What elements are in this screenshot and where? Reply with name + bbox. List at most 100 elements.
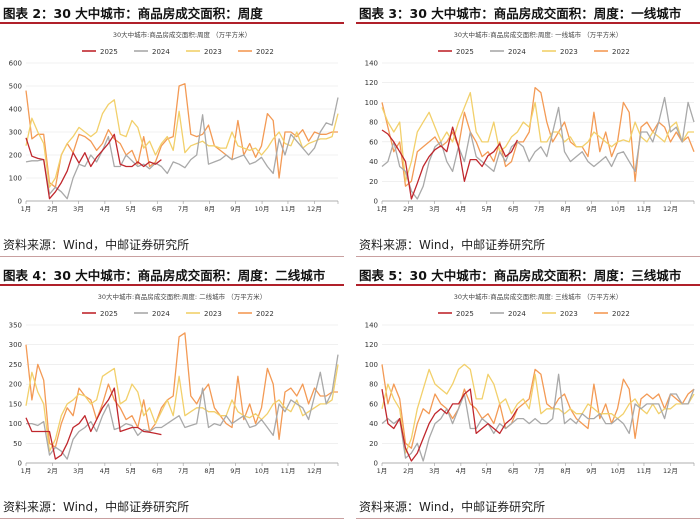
x-tick-label: 11月 [281, 467, 296, 475]
panel-header: 图表 3：30 大中城市：商品房成交面积：周度：一线城市 [356, 0, 700, 24]
legend-label: 2025 [100, 48, 118, 56]
chart-panel-1: 图表 2：30 大中城市：商品房成交面积：周度 30大中城市:商品房成交面积:周… [0, 0, 344, 259]
y-tick-label: 80 [369, 381, 378, 389]
x-tick-label: 8月 [560, 205, 571, 213]
line-chart: 30大中城市:商品房成交面积:周度 （万平方米） 2025 2024 2023 2022… [9, 30, 339, 213]
series-line-2022 [381, 86, 695, 187]
x-tick-label: 4月 [100, 205, 111, 213]
source-note: 资料来源：Wind，中邮证券研究所 [359, 500, 546, 514]
x-tick-label: 8月 [204, 467, 215, 475]
y-tick-label: 100 [9, 175, 22, 183]
x-tick-label: 3月 [73, 205, 84, 213]
y-tick-label: 100 [365, 99, 378, 107]
chart-panel-2: 图表 3：30 大中城市：商品房成交面积：周度：一线城市 30大中城市:商品房成… [356, 0, 700, 259]
chart-title: 图表 4：30 大中城市：商品房成交面积：周度：二线城市 [3, 268, 326, 283]
x-tick-label: 9月 [230, 205, 241, 213]
series-line-2022 [25, 83, 338, 188]
legend-label: 2022 [256, 310, 274, 318]
x-tick-label: 10月 [611, 205, 626, 213]
x-tick-label: 6月 [508, 205, 519, 213]
x-tick-label: 12月 [307, 467, 322, 475]
series-line-2025 [381, 126, 518, 200]
legend-label: 2023 [560, 48, 578, 56]
chart-subtitle: 30大中城市:商品房成交面积:周度: 三线城市 （万平方米） [454, 292, 622, 301]
y-tick-label: 600 [9, 60, 22, 68]
y-tick-label: 0 [18, 198, 22, 206]
x-tick-label: 11月 [637, 467, 652, 475]
x-tick-label: 5月 [125, 205, 136, 213]
y-tick-label: 200 [9, 381, 22, 389]
legend-label: 2024 [508, 310, 526, 318]
y-tick-label: 40 [369, 158, 378, 166]
y-tick-label: 400 [9, 106, 22, 114]
x-tick-label: 9月 [230, 467, 241, 475]
x-tick-label: 10月 [255, 205, 270, 213]
x-tick-label: 12月 [663, 467, 678, 475]
y-tick-label: 80 [369, 119, 378, 127]
series-line-2023 [381, 91, 694, 182]
x-tick-label: 12月 [307, 205, 322, 213]
x-tick-label: 2月 [47, 467, 58, 475]
y-tick-label: 120 [365, 341, 378, 349]
panel-footer-rule [356, 256, 700, 257]
x-tick-label: 8月 [204, 205, 215, 213]
y-tick-label: 300 [9, 129, 22, 137]
x-tick-label: 7月 [534, 205, 545, 213]
panel-header: 图表 4：30 大中城市：商品房成交面积：周度：二线城市 [0, 262, 344, 286]
x-tick-label: 10月 [611, 467, 626, 475]
x-tick-label: 12月 [663, 205, 678, 213]
legend-label: 2024 [152, 310, 170, 318]
y-tick-label: 300 [9, 341, 22, 349]
panel-header: 图表 5：30 大中城市：商品房成交面积：周度：三线城市 [356, 262, 700, 286]
y-tick-label: 60 [369, 138, 378, 146]
x-tick-label: 1月 [377, 205, 388, 213]
x-tick-label: 7月 [534, 467, 545, 475]
series-line-2024 [381, 373, 695, 462]
line-chart: 30大中城市:商品房成交面积:周度: 三线城市 （万平方米） 2025 2024 20… [365, 292, 695, 475]
y-tick-label: 150 [9, 400, 22, 408]
line-chart: 30大中城市:商品房成交面积:周度: 一线城市 （万平方米） 2025 2024 20… [365, 30, 695, 213]
legend-label: 2022 [612, 310, 630, 318]
y-tick-label: 350 [9, 322, 22, 330]
panel-header: 图表 2：30 大中城市：商品房成交面积：周度 [0, 0, 344, 24]
y-tick-label: 250 [9, 361, 22, 369]
x-tick-label: 5月 [481, 467, 492, 475]
x-tick-label: 8月 [560, 467, 571, 475]
chart-title: 图表 5：30 大中城市：商品房成交面积：周度：三线城市 [359, 268, 682, 283]
x-tick-label: 7月 [178, 467, 189, 475]
x-tick-label: 2月 [47, 205, 58, 213]
x-tick-label: 4月 [100, 467, 111, 475]
y-tick-label: 100 [365, 361, 378, 369]
chart-panel-3: 图表 4：30 大中城市：商品房成交面积：周度：二线城市 30大中城市:商品房成… [0, 262, 344, 521]
legend-label: 2024 [152, 48, 170, 56]
y-tick-label: 140 [365, 322, 378, 330]
series-line-2022 [25, 332, 338, 448]
x-tick-label: 4月 [456, 467, 467, 475]
x-tick-label: 9月 [586, 467, 597, 475]
x-tick-label: 5月 [125, 467, 136, 475]
y-tick-label: 120 [365, 79, 378, 87]
x-tick-label: 1月 [21, 205, 32, 213]
x-tick-label: 5月 [481, 205, 492, 213]
y-tick-label: 0 [374, 460, 378, 468]
y-tick-label: 50 [13, 440, 22, 448]
chart-panel-4: 图表 5：30 大中城市：商品房成交面积：周度：三线城市 30大中城市:商品房成… [356, 262, 700, 521]
legend-label: 2025 [100, 310, 118, 318]
x-tick-label: 6月 [152, 205, 163, 213]
y-tick-label: 20 [369, 178, 378, 186]
x-tick-label: 6月 [508, 467, 519, 475]
x-tick-label: 4月 [456, 205, 467, 213]
x-tick-label: 10月 [255, 467, 270, 475]
series-line-2025 [25, 133, 162, 200]
x-tick-label: 3月 [429, 467, 440, 475]
source-note: 资料来源：Wind，中邮证券研究所 [3, 238, 190, 252]
chart-subtitle: 30大中城市:商品房成交面积:周度: 一线城市 （万平方米） [454, 30, 622, 39]
series-line-2025 [381, 388, 518, 462]
series-line-2023 [25, 99, 339, 188]
series-line-2025 [25, 387, 162, 460]
y-tick-label: 0 [374, 198, 378, 206]
chart-title: 图表 2：30 大中城市：商品房成交面积：周度 [3, 6, 263, 21]
x-tick-label: 1月 [377, 467, 388, 475]
x-tick-label: 11月 [637, 205, 652, 213]
y-tick-label: 100 [9, 420, 22, 428]
